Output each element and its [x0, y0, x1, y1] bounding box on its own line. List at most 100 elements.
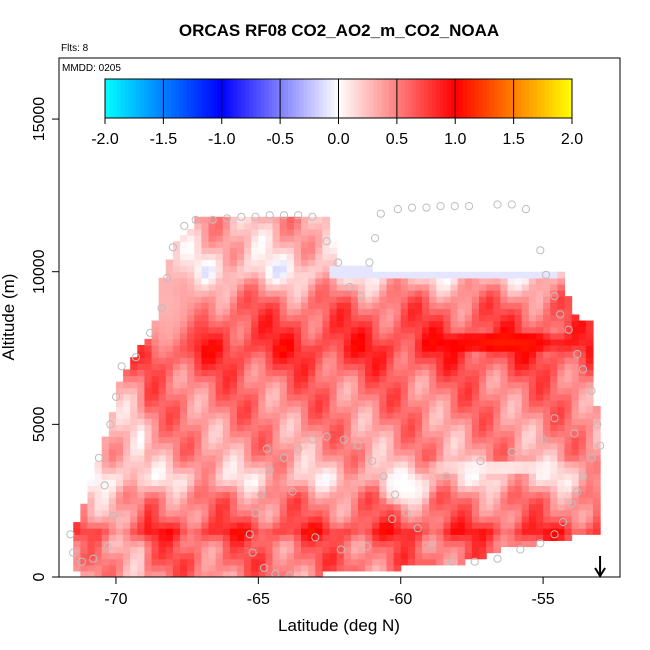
heatmap-cell — [493, 277, 501, 285]
heatmap-cell — [372, 338, 380, 346]
heatmap-cell — [265, 228, 274, 236]
heatmap-cell — [158, 290, 167, 297]
heatmap-cell — [315, 528, 324, 535]
heatmap-cell — [479, 497, 487, 505]
heatmap-cell — [229, 271, 238, 279]
colorbar-swatch — [217, 79, 223, 118]
heatmap-cell — [471, 296, 480, 303]
heatmap-cell — [172, 265, 181, 273]
heatmap-cell — [585, 460, 594, 468]
heatmap-cell — [293, 320, 302, 328]
heatmap-cell — [535, 326, 544, 334]
heatmap-cell — [365, 399, 373, 407]
heatmap-cell — [564, 436, 573, 444]
heatmap-cell — [450, 497, 459, 505]
heatmap-cell — [443, 491, 452, 499]
heatmap-cell — [329, 381, 338, 389]
heatmap-cell — [322, 454, 331, 462]
heatmap-cell — [286, 515, 295, 523]
heatmap-cell — [336, 442, 345, 450]
heatmap-cell — [564, 326, 573, 334]
heatmap-cell — [229, 485, 238, 493]
flight-track-point — [408, 203, 417, 212]
heatmap-cell — [500, 522, 509, 529]
heatmap-cell — [272, 381, 281, 389]
heatmap-cell — [144, 399, 153, 407]
heatmap-cell — [493, 320, 501, 328]
colorbar-swatch — [404, 79, 410, 118]
colorbar-swatch — [112, 79, 118, 118]
heatmap-cell — [521, 448, 530, 456]
heatmap-cell — [158, 497, 167, 505]
heatmap-cell — [457, 448, 466, 456]
heatmap-cell — [172, 491, 181, 499]
heatmap-cell — [379, 491, 388, 499]
heatmap-cell — [144, 412, 153, 419]
heatmap-cell — [308, 399, 316, 407]
heatmap-cell — [73, 534, 81, 541]
heatmap-cell — [222, 320, 231, 328]
heatmap-cell — [507, 479, 516, 487]
colorbar-swatch — [326, 79, 332, 118]
heatmap-cell — [80, 528, 89, 535]
heatmap-cell — [172, 308, 181, 316]
heatmap-cell — [386, 363, 395, 370]
heatmap-cell — [343, 393, 352, 401]
heatmap-cell — [130, 418, 138, 425]
heatmap-cell — [87, 570, 96, 577]
heatmap-cell — [557, 332, 566, 340]
heatmap-cell — [592, 473, 601, 480]
heatmap-cell — [151, 369, 160, 377]
heatmap-cell — [429, 491, 437, 499]
heatmap-cell — [400, 448, 409, 456]
heatmap-cell — [479, 436, 487, 444]
heatmap-cell — [265, 491, 274, 499]
heatmap-cell — [158, 436, 167, 444]
heatmap-cell — [115, 485, 124, 493]
colorbar-tick-label: 1.0 — [444, 131, 466, 148]
heatmap-cell — [350, 522, 359, 529]
heatmap-cell — [457, 308, 466, 316]
heatmap-cell — [94, 479, 103, 487]
heatmap-cell — [194, 259, 202, 267]
heatmap-cell — [528, 442, 537, 450]
heatmap-cell — [443, 363, 452, 370]
heatmap-cell — [258, 357, 267, 364]
heatmap-cell — [251, 363, 259, 370]
heatmap-cell — [301, 473, 309, 480]
heatmap-cell — [236, 381, 245, 389]
heatmap-cell — [208, 448, 217, 456]
heatmap-cell — [165, 503, 174, 511]
heatmap-cell — [180, 558, 188, 566]
heatmap-cell — [144, 503, 153, 511]
heatmap-cell — [457, 399, 466, 407]
heatmap-cell — [151, 509, 160, 517]
heatmap-cell — [407, 357, 416, 364]
heatmap-cell — [500, 497, 509, 505]
heatmap-cell — [137, 509, 146, 517]
heatmap-cell — [115, 442, 124, 450]
heatmap-cell — [279, 522, 288, 529]
heatmap-cell — [301, 259, 309, 267]
heatmap-cell — [301, 454, 309, 462]
heatmap-cell — [400, 351, 409, 358]
heatmap-cell — [500, 540, 509, 548]
heatmap-cell — [528, 351, 537, 358]
heatmap-cell — [486, 454, 494, 462]
heatmap-cell — [407, 467, 416, 474]
heatmap-cell — [286, 259, 295, 267]
heatmap-cell — [564, 369, 573, 377]
heatmap-cell — [521, 460, 530, 468]
heatmap-cell — [308, 424, 316, 432]
heatmap-cell — [372, 552, 380, 560]
heatmap-cell — [215, 320, 224, 328]
colorbar-swatch — [272, 79, 277, 118]
heatmap-cell — [386, 485, 395, 493]
heatmap-cell — [343, 442, 352, 450]
heatmap-cell — [101, 491, 110, 499]
heatmap-cell — [500, 430, 509, 438]
heatmap-cell — [436, 277, 445, 285]
heatmap-cell — [301, 436, 309, 444]
heatmap-cell — [436, 467, 445, 474]
heatmap-cell — [222, 247, 231, 254]
